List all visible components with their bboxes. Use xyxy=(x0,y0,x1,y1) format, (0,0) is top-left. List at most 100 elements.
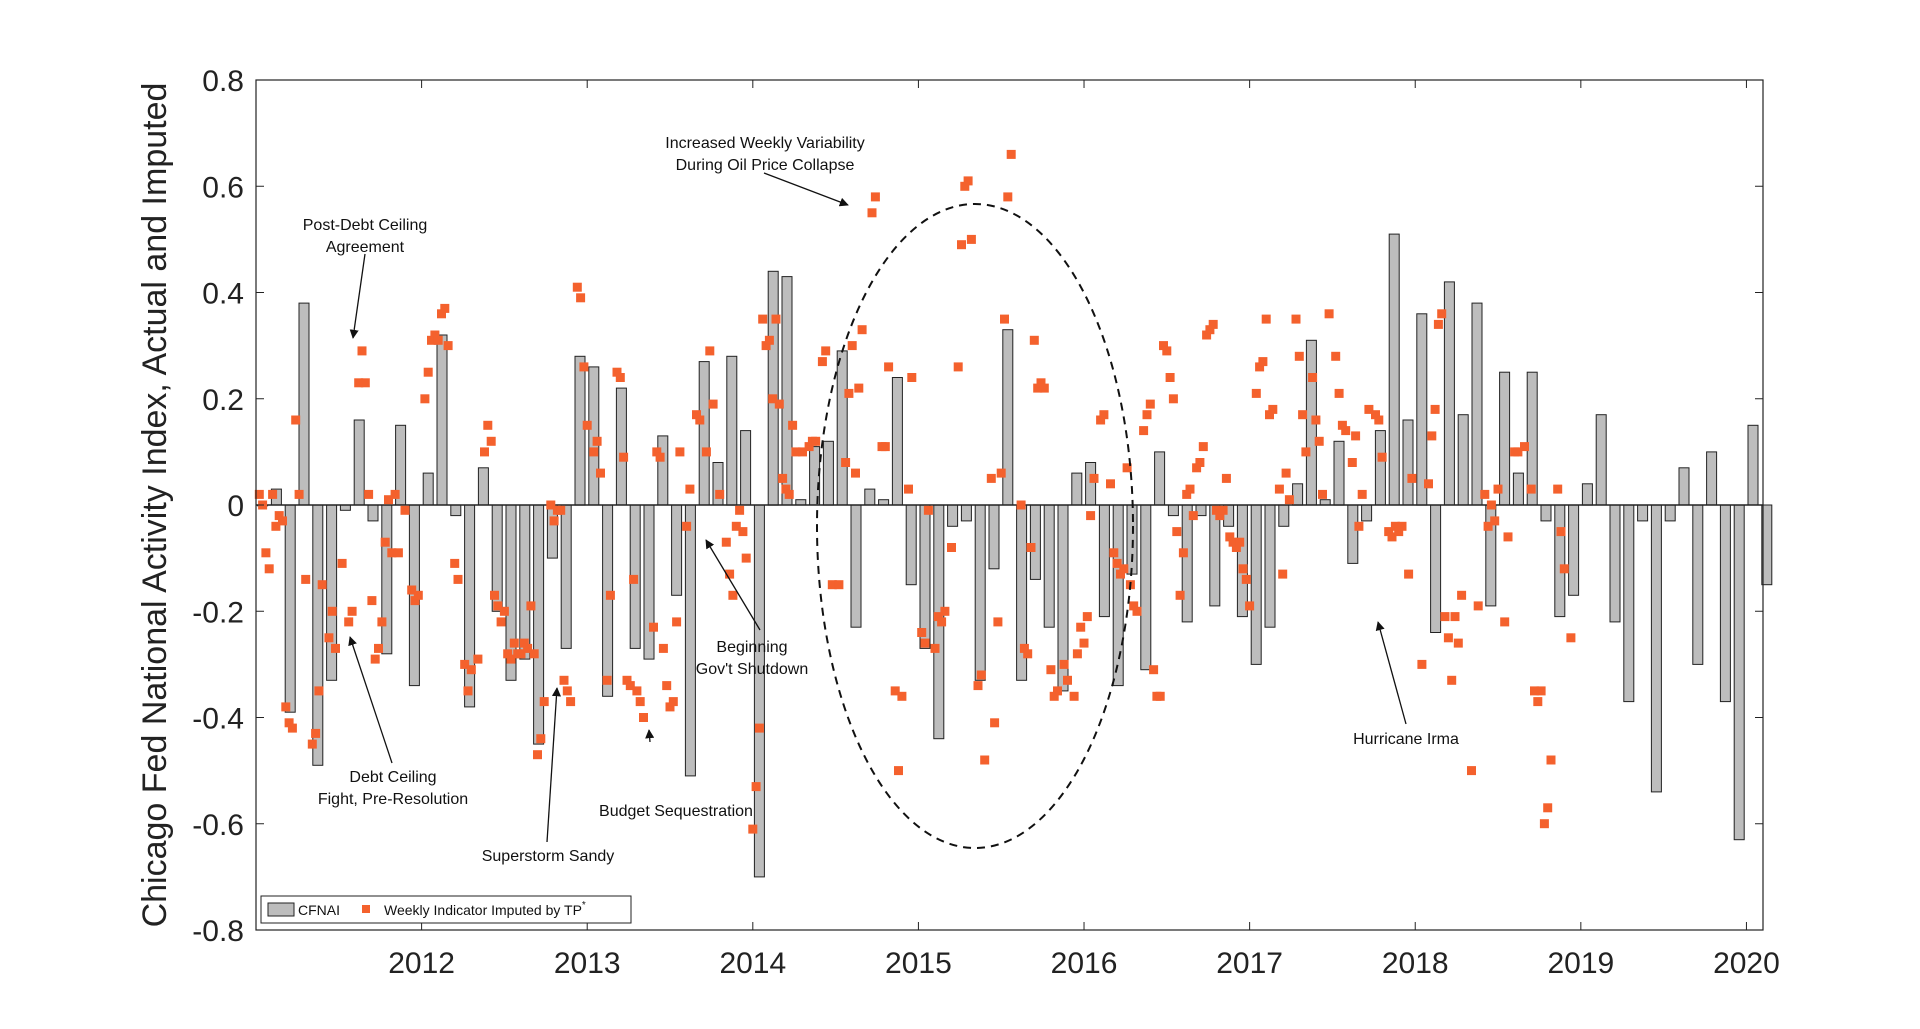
weekly-point xyxy=(1059,659,1069,669)
weekly-point xyxy=(668,697,678,707)
weekly-point xyxy=(1526,484,1536,494)
weekly-point xyxy=(1274,484,1284,494)
weekly-point xyxy=(880,442,890,452)
weekly-point xyxy=(529,649,539,659)
legend-weekly-text: Weekly Indicator Imputed by TP xyxy=(384,902,582,918)
weekly-point xyxy=(1337,420,1347,430)
weekly-point xyxy=(1559,564,1569,574)
cfnai-bar xyxy=(1581,483,1593,506)
weekly-point xyxy=(1245,601,1255,611)
weekly-point xyxy=(1258,357,1268,367)
cfnai-bar xyxy=(671,504,683,596)
annotation-arrow xyxy=(349,253,366,339)
weekly-point xyxy=(1417,659,1427,669)
weekly-point xyxy=(940,606,950,616)
cfnai-bar xyxy=(1347,504,1359,564)
weekly-point xyxy=(811,436,821,446)
cfnai-bar xyxy=(1181,504,1193,623)
cfnai-bar xyxy=(1678,467,1690,506)
cfnai-bar xyxy=(436,334,448,506)
annotation-3: Budget Sequestration xyxy=(599,803,753,820)
weekly-point xyxy=(1553,484,1563,494)
cfnai-bar xyxy=(698,361,710,506)
weekly-point xyxy=(1473,601,1483,611)
x-tick-label: 2013 xyxy=(554,947,621,980)
weekly-point xyxy=(503,649,513,659)
x-tick-label: 2015 xyxy=(885,947,952,980)
weekly-point xyxy=(1457,590,1467,600)
weekly-point xyxy=(490,590,499,600)
weekly-point xyxy=(963,176,973,186)
weekly-point xyxy=(357,346,367,356)
weekly-point xyxy=(996,468,1006,478)
annotation-arrow xyxy=(763,172,849,207)
weekly-point xyxy=(437,309,446,319)
weekly-point xyxy=(1205,325,1215,335)
cfnai-bar xyxy=(891,377,903,506)
cfnai-bar xyxy=(381,504,393,655)
weekly-point xyxy=(566,697,576,707)
cfnai-bar xyxy=(450,504,462,517)
y-tick-label: 0 xyxy=(227,490,244,523)
cfnai-bar xyxy=(850,504,862,628)
weekly-point xyxy=(1318,489,1327,499)
cfnai-bar xyxy=(657,435,669,506)
weekly-point xyxy=(1493,484,1503,494)
weekly-point xyxy=(516,649,526,659)
weekly-point xyxy=(1185,484,1195,494)
weekly-point xyxy=(870,192,880,202)
weekly-point xyxy=(324,633,334,643)
cfnai-bar xyxy=(684,504,696,777)
cfnai-bar xyxy=(1609,504,1621,623)
weekly-point xyxy=(1159,341,1168,351)
weekly-point xyxy=(761,341,771,351)
y-tick-label: 0.2 xyxy=(202,384,244,417)
weekly-point xyxy=(894,766,903,776)
weekly-point xyxy=(480,447,489,457)
x-tick-label: 2020 xyxy=(1713,947,1780,980)
weekly-point xyxy=(486,436,496,446)
weekly-point xyxy=(884,362,894,372)
weekly-point xyxy=(1308,373,1318,382)
weekly-point xyxy=(692,410,701,420)
weekly-point xyxy=(1341,426,1351,436)
cfnai-bar xyxy=(353,419,365,506)
weekly-point xyxy=(390,489,400,499)
weekly-point xyxy=(1235,537,1245,547)
cfnai-bar xyxy=(1098,504,1110,618)
weekly-point xyxy=(433,335,443,345)
weekly-point xyxy=(738,527,748,537)
cfnai-bar xyxy=(1471,302,1483,506)
weekly-point xyxy=(1228,537,1238,547)
weekly-point xyxy=(986,473,996,483)
weekly-point xyxy=(741,553,751,563)
weekly-point xyxy=(1218,505,1228,515)
y-tick-label: -0.6 xyxy=(192,809,244,842)
weekly-point xyxy=(1387,532,1397,542)
weekly-point xyxy=(817,357,827,367)
weekly-point xyxy=(821,346,831,356)
legend-box xyxy=(260,895,632,924)
weekly-point xyxy=(728,590,738,600)
weekly-point xyxy=(407,585,417,595)
weekly-point xyxy=(1354,521,1364,531)
weekly-point xyxy=(572,282,582,292)
cfnai-bar xyxy=(1637,504,1649,522)
weekly-point xyxy=(1556,527,1566,537)
cfnai-bar xyxy=(1664,504,1676,522)
cfnai-bar xyxy=(643,504,655,660)
weekly-point xyxy=(254,489,264,499)
weekly-point xyxy=(923,505,933,515)
weekly-point xyxy=(1023,649,1033,659)
cfnai-bar xyxy=(574,355,586,506)
weekly-point xyxy=(781,484,791,494)
legend-cfnai-label: CFNAI xyxy=(298,902,340,918)
weekly-point xyxy=(354,378,364,388)
cfnai-bar xyxy=(1540,504,1552,522)
weekly-point xyxy=(1198,442,1208,452)
weekly-point xyxy=(1195,458,1205,467)
weekly-point xyxy=(466,665,476,675)
cfnai-bar xyxy=(1692,504,1704,665)
weekly-point xyxy=(281,702,291,712)
